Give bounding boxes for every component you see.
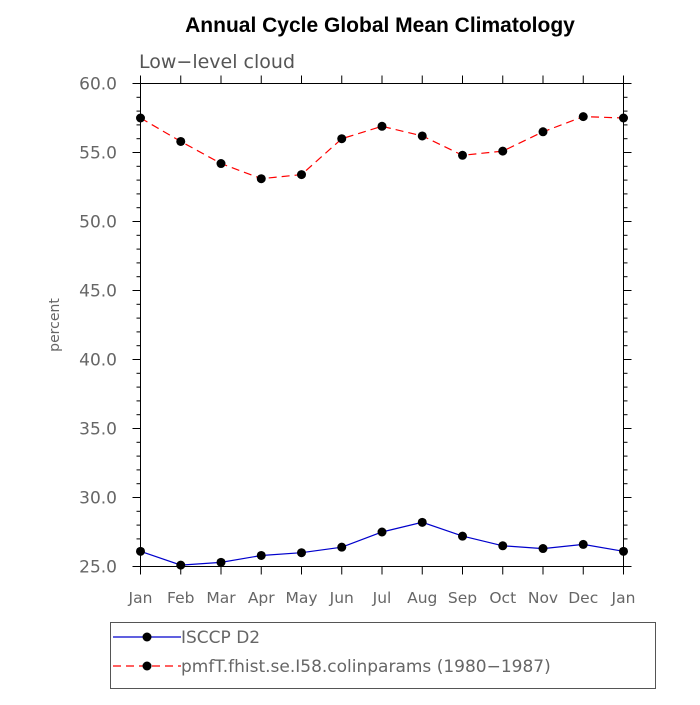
- y-tick-label: 25.0: [79, 558, 117, 578]
- series-0-point: [619, 546, 628, 556]
- y-tick-label: 30.0: [79, 489, 117, 509]
- series-0-point: [458, 531, 467, 541]
- series-1-point: [578, 112, 588, 122]
- series-1-point: [297, 170, 306, 180]
- series-0-point: [176, 560, 186, 570]
- series-1-point: [136, 113, 145, 123]
- series-0-point: [136, 546, 145, 556]
- legend-label-isccp: ISCCP D2: [181, 628, 260, 648]
- x-tick-label: Mar: [206, 589, 236, 607]
- legend-marker-model: [142, 661, 152, 671]
- y-tick-label: 60.0: [79, 75, 117, 95]
- x-tick-label: Jul: [372, 589, 392, 607]
- series-0-point: [578, 539, 588, 549]
- x-tick-label: Oct: [489, 589, 516, 607]
- series-1-point: [337, 134, 347, 144]
- series-0-point: [417, 517, 427, 527]
- y-tick-label: 35.0: [79, 420, 117, 440]
- series-0-point: [256, 550, 266, 560]
- x-tick-label: Aug: [407, 589, 437, 607]
- x-tick-labels: Jan Feb Mar Apr May Jun Jul Aug Sep Oct Nov Dec Jan: [128, 589, 636, 607]
- plot-frame: [140, 83, 624, 567]
- series-1-point: [377, 121, 387, 131]
- series-0-point: [377, 527, 387, 537]
- series-1-point: [256, 174, 266, 184]
- series-0-point: [538, 544, 548, 554]
- legend-marker-isccp: [142, 632, 152, 642]
- series-0-point: [297, 548, 306, 558]
- x-tick-label: Dec: [568, 589, 598, 607]
- x-tick-label: Sep: [448, 589, 477, 607]
- series-0-point: [337, 542, 347, 552]
- series-1-point: [538, 127, 548, 137]
- series-1-point: [216, 159, 226, 169]
- x-tick-label: Apr: [248, 589, 275, 607]
- series-1-point: [176, 136, 186, 146]
- chart-title: Annual Cycle Global Mean Climatology: [185, 14, 575, 37]
- y-tick-label: 40.0: [79, 351, 117, 371]
- series-1-point: [417, 131, 427, 141]
- x-tick-label: Feb: [167, 589, 194, 607]
- series-layer: [136, 112, 628, 570]
- x-tick-label: Jun: [329, 589, 354, 607]
- axis-ticks: [132, 75, 632, 575]
- legend-box: [110, 622, 656, 689]
- x-tick-label: Jan: [128, 589, 153, 607]
- chart-subtitle: Low−level cloud: [139, 51, 295, 73]
- x-tick-label: May: [285, 589, 317, 607]
- series-1-point: [619, 113, 628, 123]
- x-tick-label: Nov: [528, 589, 558, 607]
- legend: ISCCP D2 pmfT.fhist.se.I58.colinparams (…: [110, 622, 656, 689]
- y-tick-label: 55.0: [79, 144, 117, 164]
- legend-label-model: pmfT.fhist.se.I58.colinparams (1980−1987…: [181, 657, 551, 677]
- series-0-point: [498, 541, 508, 551]
- y-tick-labels: 25.0 30.0 35.0 40.0 45.0 50.0 55.0 60.0: [79, 75, 117, 578]
- y-tick-label: 50.0: [79, 213, 117, 233]
- series-1-point: [498, 146, 508, 156]
- x-tick-label: Jan: [611, 589, 636, 607]
- y-tick-label: 45.0: [79, 282, 117, 302]
- y-axis-label: percent: [47, 298, 63, 352]
- series-0-point: [216, 557, 226, 567]
- series-1-point: [458, 150, 467, 160]
